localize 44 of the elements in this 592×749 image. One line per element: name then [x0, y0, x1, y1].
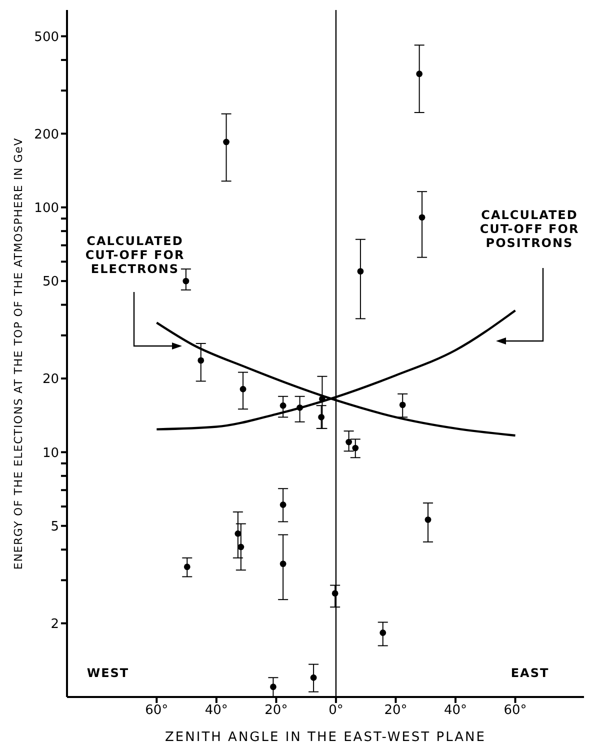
point	[296, 404, 303, 411]
y-tick-label: 5	[50, 519, 59, 534]
x-tick-label: 60°	[504, 703, 527, 718]
point	[346, 438, 352, 446]
point	[399, 402, 406, 408]
annotation: WEST	[86, 666, 130, 680]
x-tick-label: 40°	[444, 703, 468, 718]
point	[318, 414, 325, 420]
x-tick-label: 0°	[328, 703, 344, 718]
point	[418, 214, 426, 221]
y-tick-label: 50	[42, 274, 59, 290]
annotation: EAST	[510, 666, 550, 680]
y-tick-label: 10	[42, 446, 59, 461]
x-axis-title: ZENITH ANGLE IN THE EAST-WEST PLANE	[165, 730, 486, 745]
x-tick-label: 20°	[384, 703, 408, 718]
point	[310, 674, 317, 681]
point	[380, 630, 386, 636]
point	[416, 70, 423, 78]
point	[234, 530, 242, 537]
x-tick-label: 20°	[264, 703, 288, 718]
point	[240, 386, 246, 392]
y-tick-label: 100	[34, 200, 59, 216]
annotation: CALCULATED CUT-OFF FOR POSITRONS	[478, 208, 580, 250]
point	[424, 516, 432, 523]
point	[270, 684, 276, 690]
point	[280, 502, 286, 508]
point	[184, 564, 190, 570]
y-tick-label: 500	[34, 30, 59, 45]
y-axis-title: ENERGY OF THE ELECTIONS AT THE TOP OF THE ATMOSPHERE IN GeV	[12, 137, 25, 570]
point	[280, 560, 286, 568]
point	[238, 544, 244, 550]
point	[182, 278, 190, 284]
point	[280, 402, 286, 409]
annotation: CALCULATED CUT-OFF FOR ELECTRONS	[84, 234, 186, 276]
y-tick-label: 200	[34, 127, 59, 142]
x-tick-label: 60°	[145, 703, 168, 718]
x-tick-label: 40°	[204, 703, 228, 718]
point	[332, 590, 338, 597]
y-tick-label: 2	[50, 616, 59, 632]
point	[198, 357, 204, 364]
point	[357, 268, 364, 275]
y-tick-label: 20	[42, 372, 59, 388]
point	[223, 138, 230, 146]
point	[352, 444, 359, 452]
